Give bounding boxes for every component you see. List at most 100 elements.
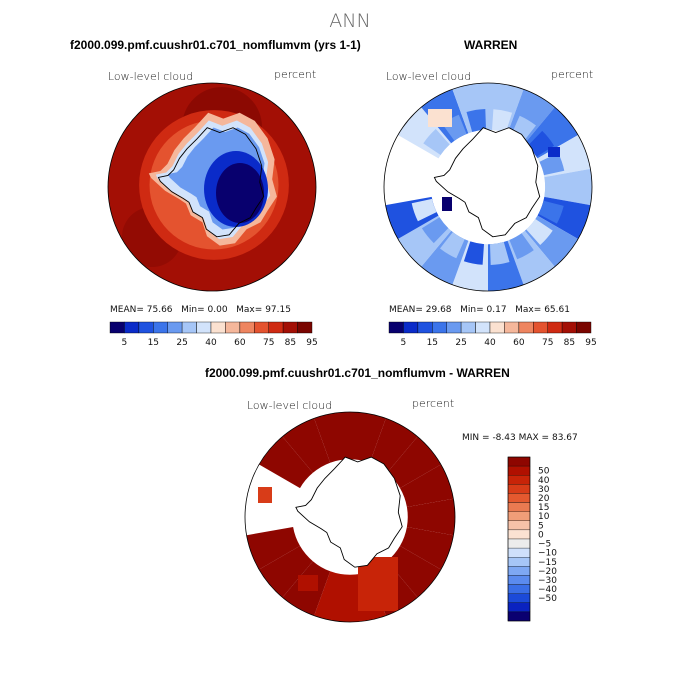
panel3-colorbar-swatch — [507, 602, 531, 613]
panel3-colorbar-swatch — [507, 511, 531, 521]
panel2-colorbar-swatch — [432, 321, 447, 334]
panel2-colorbar-swatch — [576, 321, 592, 334]
panel3-sector — [259, 545, 313, 598]
panel3-colorbar-tick: −40 — [538, 585, 557, 595]
panel2-mean-label: MEAN= — [389, 305, 423, 315]
panel3-max: 83.67 — [551, 433, 578, 443]
panel2-colorbar-swatch — [388, 321, 404, 334]
panel1-colorbar-swatch — [268, 321, 284, 334]
panel3-sector — [406, 498, 455, 536]
panel3-colorbar-swatch — [507, 575, 531, 585]
panel1-colorbar-tick: 40 — [205, 338, 217, 348]
panel2-inner-sector — [544, 178, 567, 198]
panel3-colorbar-swatch — [507, 593, 531, 603]
panel2-title: WARREN — [464, 38, 518, 52]
panel2-right-label: percent — [551, 68, 594, 81]
panel2-colorbar-swatch — [547, 321, 563, 334]
panel1-interior-core — [216, 163, 264, 223]
panel1-colorbar-swatch — [181, 321, 197, 334]
panel3-colorbar-swatch — [507, 484, 531, 494]
panel2-colorbar-tick: 40 — [484, 338, 496, 348]
panel3-colorbar-tick: 10 — [538, 512, 550, 522]
panel1-colorbar-tick: 25 — [176, 338, 187, 348]
panel2-colorbar-tick: 85 — [564, 338, 575, 348]
panel3-colorbar-swatch — [507, 520, 531, 531]
panel1-stats: MEAN= 75.66 Min= 0.00 Max= 97.15 — [110, 305, 291, 315]
panel1-colorbar-tick: 15 — [148, 338, 159, 348]
panel1-colorbar-swatch — [210, 321, 226, 334]
panel2-colorbar-tick: 15 — [427, 338, 438, 348]
panel2-map-border — [383, 82, 593, 292]
panel2-left-label: Low-level cloud — [386, 70, 472, 83]
panel2-colorbar-tick: 95 — [585, 338, 596, 348]
panel3-colorbar-swatch — [507, 465, 531, 476]
panel3-sector — [400, 464, 454, 507]
panel2-block-dark — [548, 147, 560, 157]
panel2-max-label: Max= — [515, 305, 542, 315]
panel2-inner-sector — [527, 130, 555, 157]
panel3-colorbar-swatch — [507, 611, 531, 622]
panel2-inner-sector — [421, 217, 449, 244]
panel2-inner-sector — [526, 219, 553, 245]
panel1-left-label: Low-level cloud — [108, 70, 194, 83]
panel2-colorbar-swatch — [475, 321, 491, 334]
panel1-right-label: percent — [274, 68, 317, 81]
panel1-colorbar-swatch — [196, 321, 212, 334]
panel3-colorbar-swatch — [507, 557, 531, 567]
panel1-colorbar-swatch — [124, 321, 140, 334]
panel3-range: MIN = -8.43 MAX = 83.67 — [462, 433, 578, 443]
panel3-left-label: Low-level cloud — [247, 399, 333, 412]
panel3-block-orange-2 — [258, 487, 272, 503]
panel1-colorbar-swatch — [297, 321, 313, 334]
panel3-colorbar-swatch — [507, 493, 531, 503]
panel3-colorbar-swatch — [507, 538, 531, 549]
panel3-colorbar-tick: −10 — [538, 549, 557, 559]
panel1-colorbar-tick: 5 — [122, 338, 128, 348]
panel1-min: 0.00 — [207, 305, 228, 315]
panel3-colorbar-swatch — [507, 584, 531, 594]
panel3-map-border — [244, 411, 456, 623]
panel2-colorbar-swatch — [518, 321, 534, 334]
panel2-colorbar-swatch — [446, 321, 462, 334]
panel1-antarctica-outline — [157, 127, 265, 238]
panel3-min: -8.43 — [492, 433, 516, 443]
panel2-min: 0.17 — [486, 305, 507, 315]
panel2-block-pink — [428, 109, 452, 127]
panel3-sector — [350, 412, 386, 463]
panel2-stats: MEAN= 29.68 Min= 0.17 Max= 65.61 — [389, 305, 570, 315]
panel3-sector — [259, 436, 313, 489]
panel2-inner-sector — [490, 242, 510, 265]
panel2-colorbar-tick: 5 — [401, 338, 407, 348]
panel2-colorbar-swatch — [504, 321, 519, 334]
panel3-sector — [314, 571, 350, 622]
panel3-sector — [387, 436, 441, 489]
panel1-colorbar-swatch — [254, 321, 269, 334]
panel3-colorbar-swatch — [507, 456, 531, 467]
panel3-colorbar-swatch — [507, 566, 531, 576]
panel1-mean-label: MEAN= — [110, 305, 144, 315]
panel3-sector — [246, 527, 300, 570]
panel3-colorbar-swatch — [507, 475, 531, 485]
panel1-colorbar-tick: 85 — [285, 338, 296, 348]
panel2-inner-sector — [423, 129, 450, 155]
panel3-antarctica-outline — [295, 456, 403, 568]
panel1-map — [108, 83, 316, 291]
panel2-inner-sector — [466, 109, 486, 132]
panel2-colorbar-swatch — [489, 321, 505, 334]
panel1-colorbar-swatch — [138, 321, 154, 334]
panel2-inner-sector — [411, 198, 437, 222]
panel2-colorbar-swatch — [417, 321, 433, 334]
panel2-colorbar-swatch — [561, 321, 577, 334]
panel3-min-label: MIN = — [462, 433, 490, 443]
panel3-colorbar-tick: 30 — [538, 485, 550, 495]
panel3-sector — [387, 545, 441, 598]
panel2-inner-sector — [463, 241, 484, 265]
panel2-antarctica-outline — [433, 127, 541, 238]
panel3-sector — [400, 527, 454, 570]
panel2-colorbar-tick: 25 — [455, 338, 466, 348]
panel1-map-border — [107, 82, 317, 292]
panel2-colorbar-swatch — [460, 321, 476, 334]
panel1-colorbar-swatch — [153, 321, 168, 334]
panel3-colorbar-tick: −15 — [538, 558, 557, 568]
